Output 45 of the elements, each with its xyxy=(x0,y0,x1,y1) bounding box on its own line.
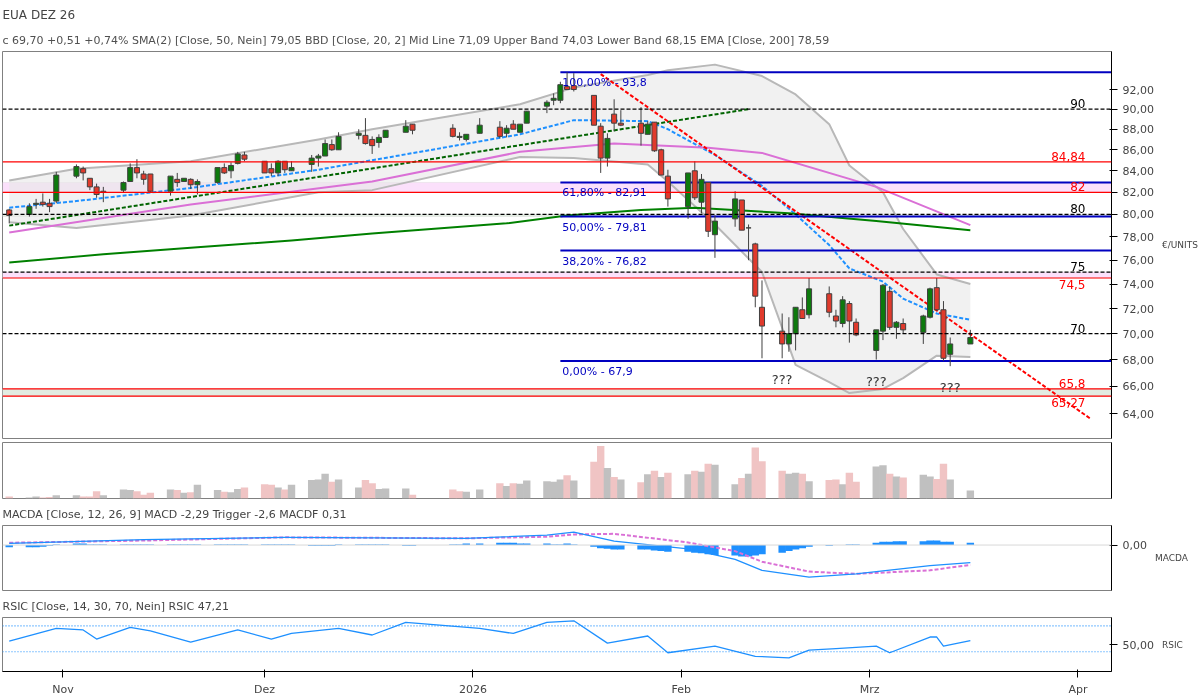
x-tick-label: Dez xyxy=(254,682,276,696)
y-tick-label: 84,00 xyxy=(1122,164,1154,178)
text: 50,00 xyxy=(1122,638,1154,652)
chart-title: EUA DEZ 26 xyxy=(2,7,76,22)
y-axis-title: RSIC xyxy=(1161,639,1183,650)
chart-title: MACDA [Close, 12, 26, 9] MACD -2,29 Trigger -2,6 MACDF 0,31 xyxy=(2,507,347,521)
series-label: 100,00% - 93,8 xyxy=(562,76,647,90)
y-tick-label: 80,00 xyxy=(1122,208,1154,222)
ref-line-label: 74,5 xyxy=(1058,278,1086,293)
y-axis-title: €/UNITS xyxy=(1161,240,1199,250)
ref-line-label: 90 xyxy=(1070,97,1086,112)
annotation: ??? xyxy=(865,373,887,389)
series-label: 38,20% - 76,82 xyxy=(562,254,647,268)
chart-title: RSIC [Close, 14, 30, 70, Nein] RSIC 47,21 xyxy=(2,599,230,613)
y-tick-label: 78,00 xyxy=(1122,231,1154,244)
y-tick-label: 86,00 xyxy=(1122,143,1154,157)
ref-line-label: 65,8 xyxy=(1058,376,1086,391)
chart-subtitle: c 69,70 +0,51 +0,74% SMA(2) [Close, 50, Nein] 79,05 BBD [Close, 20, 2] Mid Line 71,09 Upper Band 74,03 Lower Band 68,15 EMA [Close, 200] 78,59 xyxy=(2,33,830,47)
x-tick-label: Feb xyxy=(671,682,692,696)
y-tick-label: 82,00 xyxy=(1122,186,1154,200)
y-tick-label: 90,00 xyxy=(1122,103,1154,117)
ref-line-label: 80 xyxy=(1070,202,1086,217)
series-label: 50,00% - 79,81 xyxy=(562,220,647,234)
x-tick-label: Nov xyxy=(52,682,75,696)
y-tick-label: 88,00 xyxy=(1122,123,1154,137)
x-tick-label: Mrz xyxy=(859,682,880,696)
y-tick-label: 68,00 xyxy=(1122,353,1154,367)
y-tick-label: 76,00 xyxy=(1122,254,1154,268)
x-tick-label: Apr xyxy=(1068,682,1088,696)
y-tick-label: 66,00 xyxy=(1122,380,1154,394)
y-tick-label: 92,00 xyxy=(1122,83,1154,97)
ref-line-label: 65,27 xyxy=(1051,396,1086,411)
ref-line-label: 75 xyxy=(1070,260,1086,275)
y-axis-title: MACDA xyxy=(1154,553,1189,563)
ref-line-label: 84,84 xyxy=(1051,149,1086,164)
annotation: ??? xyxy=(771,372,793,388)
ref-line-label: 70 xyxy=(1070,321,1086,336)
text: 0,00 xyxy=(1122,539,1147,553)
ref-line-label: 82 xyxy=(1070,180,1086,195)
y-tick-label: 64,00 xyxy=(1122,407,1154,421)
y-tick-label: 74,00 xyxy=(1122,278,1154,292)
y-tick-label: 72,00 xyxy=(1122,302,1154,316)
y-tick-label: 70,00 xyxy=(1122,327,1154,341)
series-label: 0,00% - 67,9 xyxy=(562,364,633,378)
x-tick-label: 2026 xyxy=(458,682,487,696)
